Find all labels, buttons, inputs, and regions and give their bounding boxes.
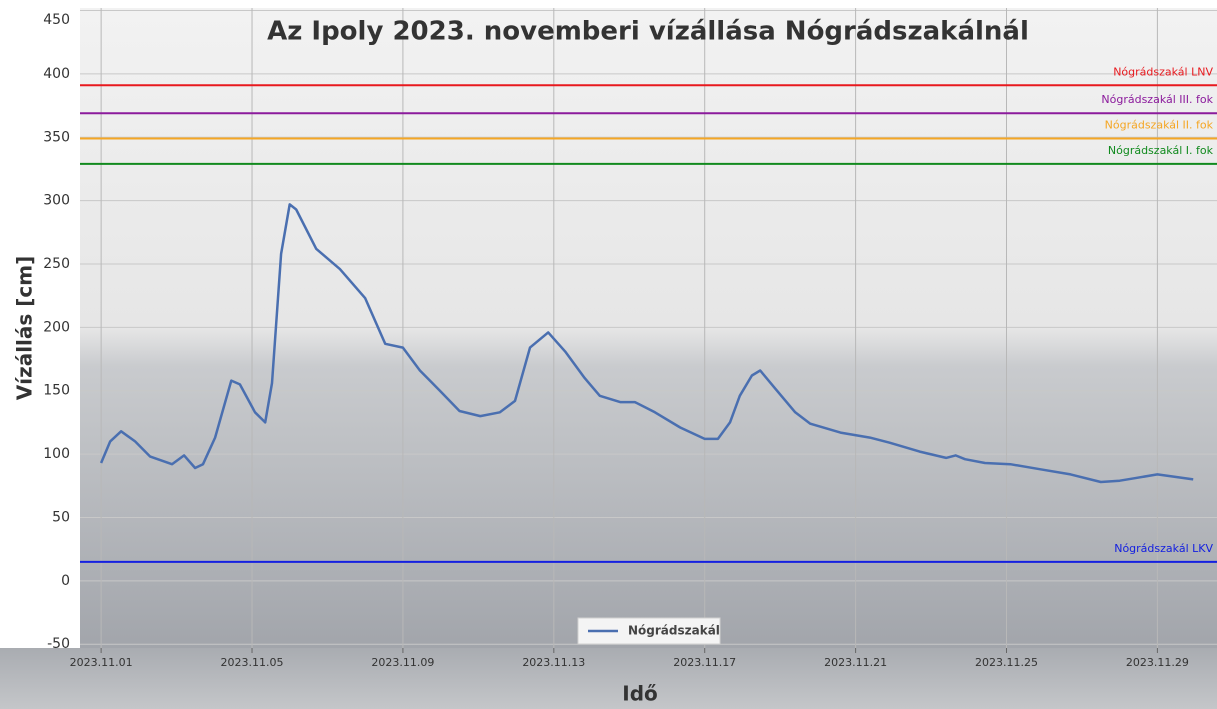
x-tick-label: 2023.11.13 xyxy=(522,656,585,669)
x-tick-label: 2023.11.25 xyxy=(975,656,1038,669)
threshold-label: Nógrádszakál LNV xyxy=(1113,65,1213,78)
y-tick-label: 400 xyxy=(43,66,70,82)
y-tick-label: 250 xyxy=(43,256,70,272)
x-tick-label: 2023.11.01 xyxy=(70,656,133,669)
x-tick-label: 2023.11.29 xyxy=(1126,656,1189,669)
x-tick-label: 2023.11.05 xyxy=(221,656,284,669)
threshold-label: Nógrádszakál I. fok xyxy=(1108,144,1214,157)
y-tick-label: 50 xyxy=(52,509,70,525)
x-tick-label: 2023.11.21 xyxy=(824,656,887,669)
y-tick-label: 100 xyxy=(43,446,70,462)
y-tick-label: 200 xyxy=(43,319,70,335)
y-tick-label: 450 xyxy=(43,12,70,28)
plot-area xyxy=(80,8,1217,648)
threshold-label: Nógrádszakál II. fok xyxy=(1105,119,1214,132)
y-tick-label: 0 xyxy=(61,573,70,589)
bottom-band xyxy=(0,648,1217,709)
y-tick-label: -50 xyxy=(47,636,70,652)
left-band xyxy=(0,372,80,648)
data-line xyxy=(99,203,1194,484)
x-axis-label: Idő xyxy=(622,682,658,706)
threshold-label: Nógrádszakál III. fok xyxy=(1101,93,1213,106)
chart-title: Az Ipoly 2023. novemberi vízállása Nógrá… xyxy=(267,17,1029,47)
y-tick-label: 150 xyxy=(43,383,70,399)
legend-label: Nógrádszakál xyxy=(628,624,720,638)
x-tick-label: 2023.11.09 xyxy=(371,656,434,669)
y-tick-label: 300 xyxy=(43,193,70,209)
y-axis-label: Vízállás [cm] xyxy=(13,256,37,401)
x-tick-label: 2023.11.17 xyxy=(673,656,736,669)
threshold-label: Nógrádszakál LKV xyxy=(1114,542,1213,555)
y-tick-label: 350 xyxy=(43,129,70,145)
